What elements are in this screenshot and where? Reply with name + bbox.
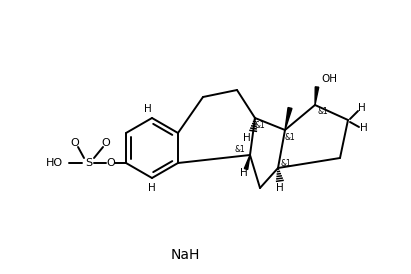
Text: S: S bbox=[85, 158, 92, 168]
Text: O: O bbox=[106, 158, 115, 168]
Text: &1: &1 bbox=[285, 133, 296, 142]
Text: OH: OH bbox=[321, 74, 337, 84]
Polygon shape bbox=[285, 108, 292, 130]
Text: O: O bbox=[71, 138, 79, 148]
Text: &1: &1 bbox=[318, 107, 328, 116]
Polygon shape bbox=[244, 155, 250, 170]
Text: H: H bbox=[360, 123, 368, 133]
Polygon shape bbox=[315, 87, 319, 105]
Text: &1: &1 bbox=[255, 121, 266, 130]
Text: H: H bbox=[240, 168, 248, 178]
Text: H: H bbox=[144, 104, 152, 114]
Text: O: O bbox=[102, 138, 111, 148]
Text: H: H bbox=[276, 183, 284, 193]
Text: &1: &1 bbox=[235, 144, 245, 153]
Text: H: H bbox=[358, 103, 366, 113]
Text: H: H bbox=[148, 183, 156, 193]
Text: HO: HO bbox=[46, 158, 63, 168]
Text: &1: &1 bbox=[281, 159, 291, 169]
Text: NaH: NaH bbox=[170, 248, 200, 262]
Text: H: H bbox=[243, 133, 251, 143]
